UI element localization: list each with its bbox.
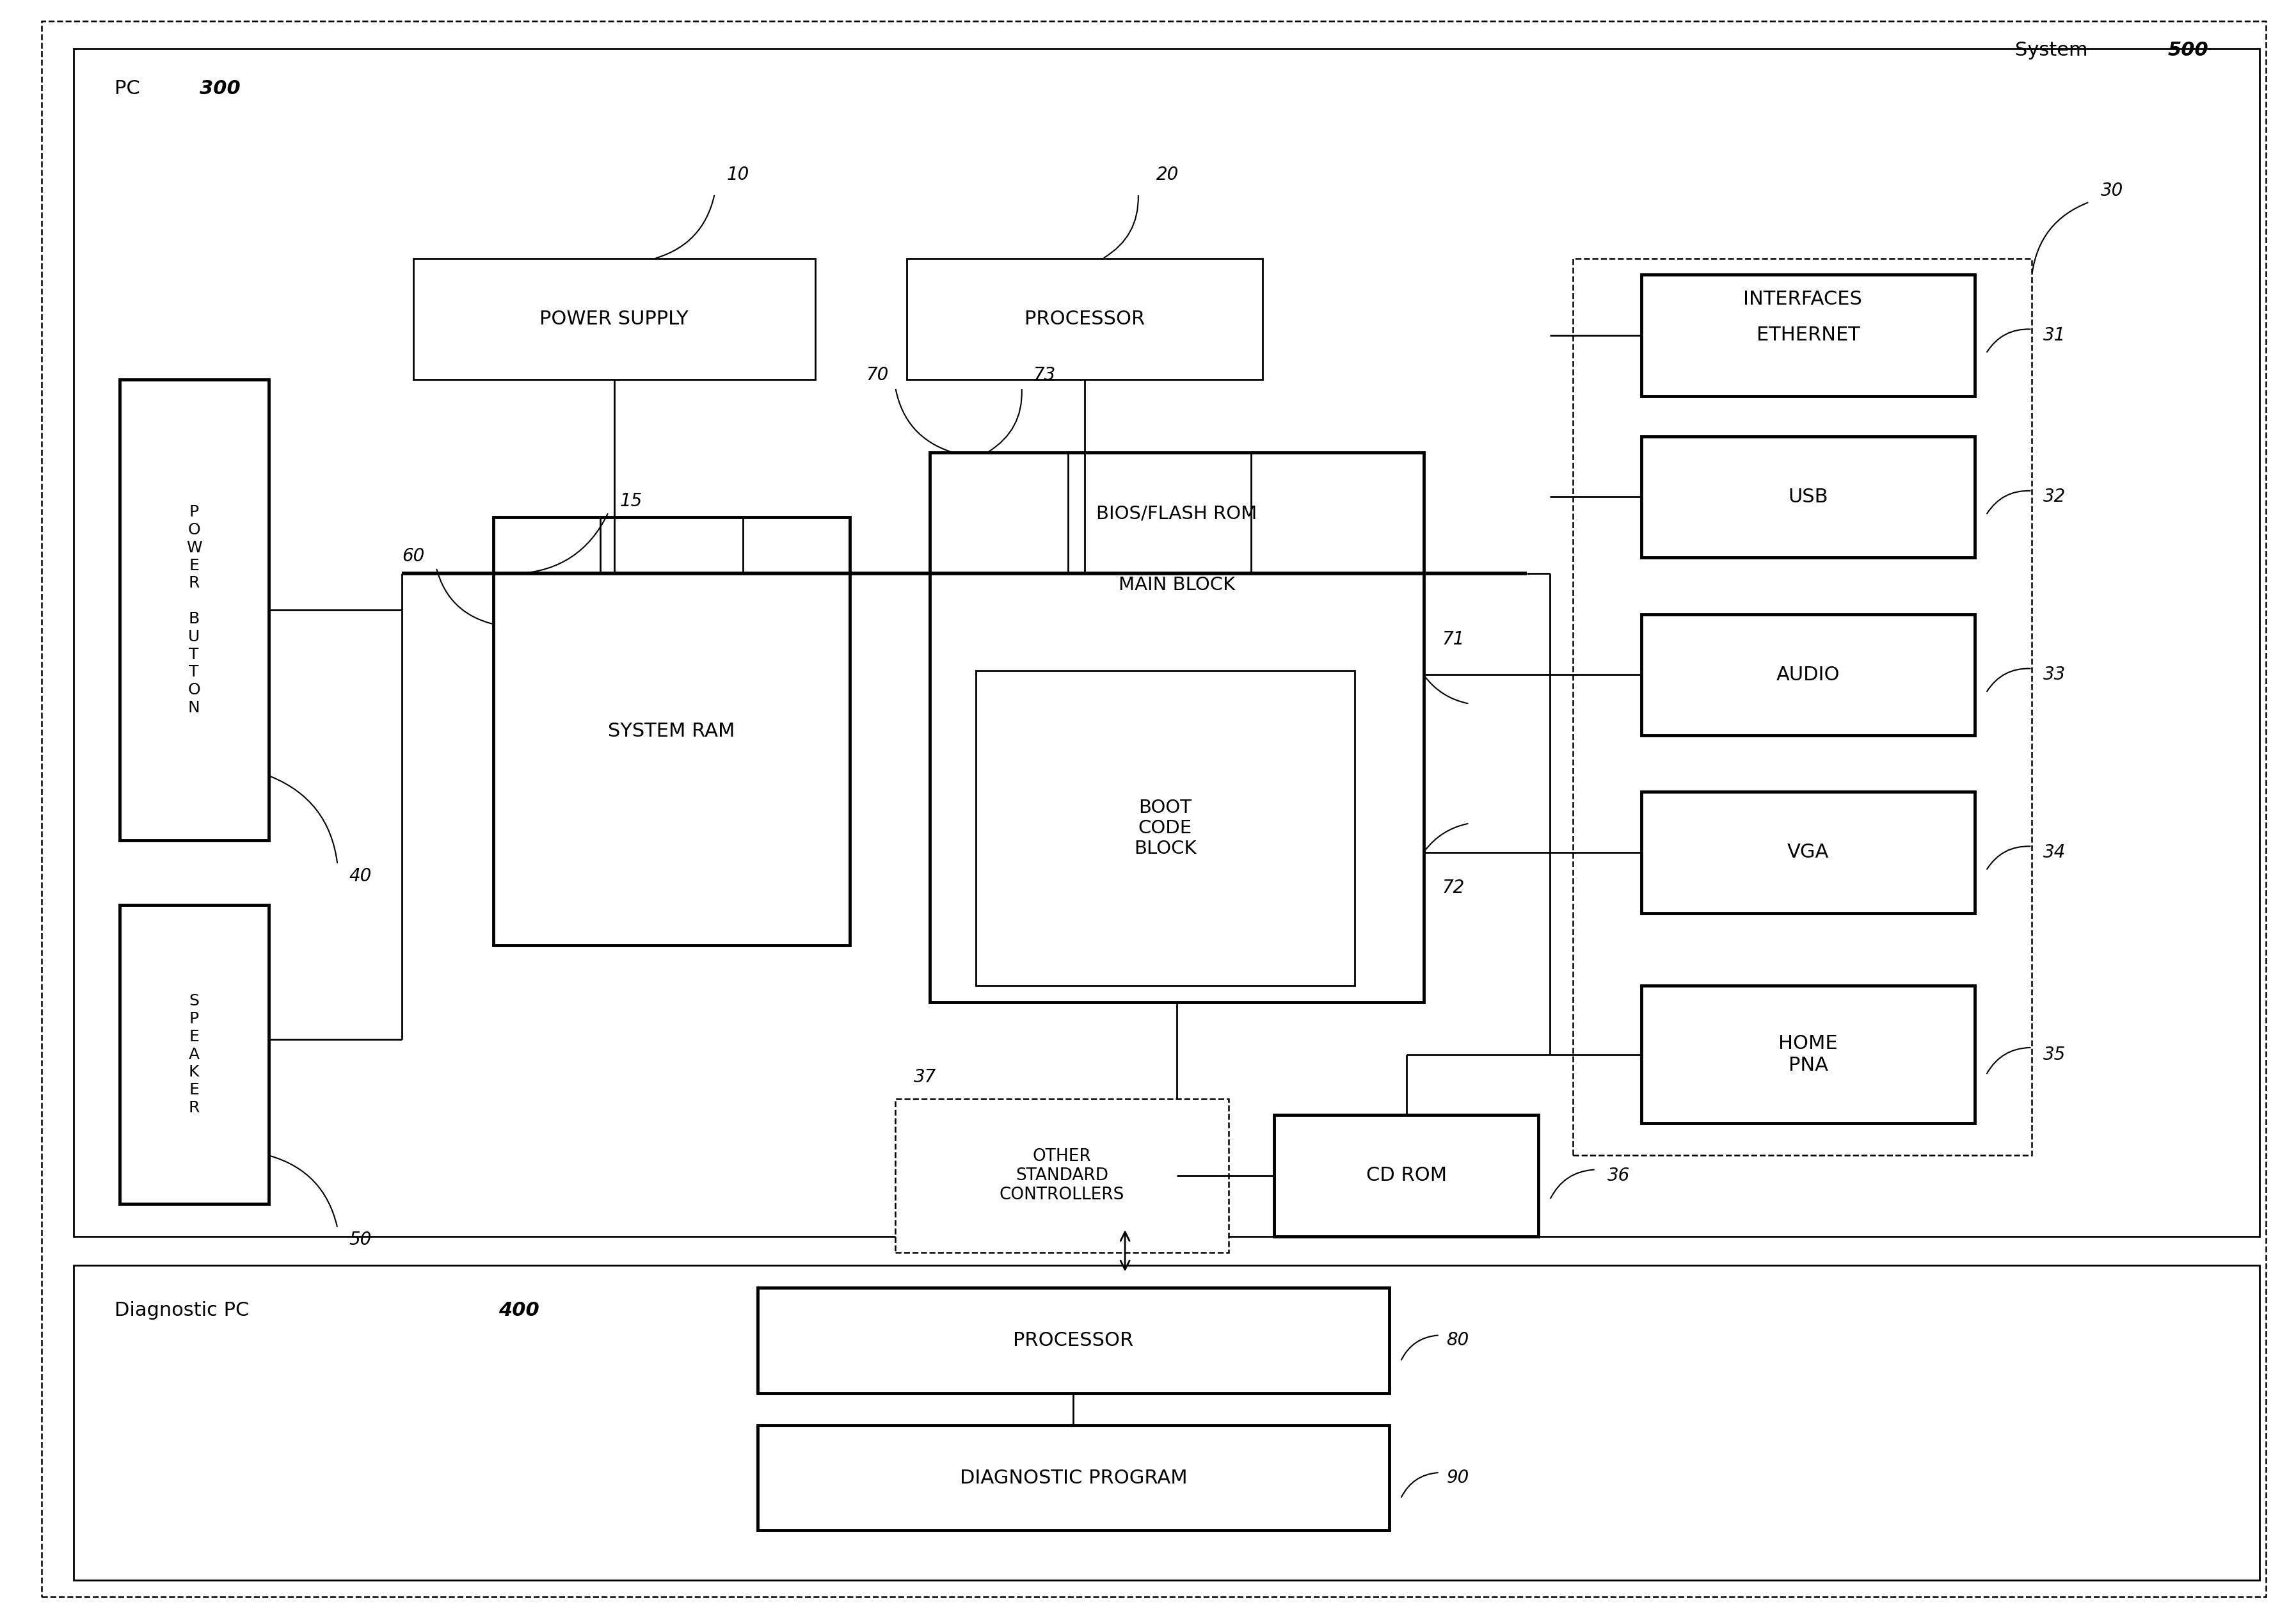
Text: BOOT
CODE
BLOCK: BOOT CODE BLOCK	[1134, 798, 1196, 858]
FancyBboxPatch shape	[1642, 986, 1975, 1123]
Text: VGA: VGA	[1786, 844, 1830, 861]
FancyBboxPatch shape	[758, 1288, 1389, 1393]
Text: 37: 37	[914, 1068, 937, 1086]
FancyBboxPatch shape	[119, 380, 269, 840]
Text: INTERFACES: INTERFACES	[1743, 289, 1862, 309]
Text: 60: 60	[402, 548, 425, 566]
Text: 71: 71	[1442, 630, 1465, 648]
FancyBboxPatch shape	[976, 671, 1355, 986]
FancyBboxPatch shape	[119, 905, 269, 1204]
Text: SYSTEM RAM: SYSTEM RAM	[608, 722, 735, 740]
FancyBboxPatch shape	[494, 517, 850, 945]
FancyBboxPatch shape	[41, 21, 2266, 1597]
FancyBboxPatch shape	[1642, 792, 1975, 913]
Text: POWER SUPPLY: POWER SUPPLY	[540, 310, 689, 328]
Text: 35: 35	[2043, 1046, 2066, 1063]
Text: P
O
W
E
R
 
B
U
T
T
O
N: P O W E R B U T T O N	[186, 504, 202, 716]
FancyBboxPatch shape	[907, 259, 1263, 380]
Text: 70: 70	[866, 365, 889, 385]
Text: 400: 400	[498, 1301, 540, 1320]
Text: BIOS/FLASH ROM: BIOS/FLASH ROM	[1095, 504, 1258, 524]
FancyBboxPatch shape	[895, 1099, 1228, 1252]
Text: PC: PC	[115, 79, 147, 99]
FancyBboxPatch shape	[1642, 436, 1975, 558]
Text: 31: 31	[2043, 326, 2066, 344]
Text: MAIN BLOCK: MAIN BLOCK	[1118, 575, 1235, 595]
Text: 15: 15	[620, 491, 643, 511]
FancyBboxPatch shape	[73, 1265, 2259, 1580]
Text: OTHER
STANDARD
CONTROLLERS: OTHER STANDARD CONTROLLERS	[999, 1147, 1125, 1204]
FancyBboxPatch shape	[1642, 614, 1975, 735]
Text: 32: 32	[2043, 488, 2066, 506]
Text: S
P
E
A
K
E
R: S P E A K E R	[188, 994, 200, 1115]
FancyBboxPatch shape	[1274, 1115, 1538, 1236]
Text: CD ROM: CD ROM	[1366, 1167, 1446, 1185]
FancyBboxPatch shape	[930, 452, 1424, 1002]
Text: 72: 72	[1442, 879, 1465, 897]
Text: 300: 300	[200, 79, 241, 99]
Text: Diagnostic PC: Diagnostic PC	[115, 1301, 262, 1320]
Text: DIAGNOSTIC PROGRAM: DIAGNOSTIC PROGRAM	[960, 1469, 1187, 1487]
Text: 20: 20	[1157, 165, 1178, 184]
Text: System: System	[2016, 40, 2094, 60]
Text: 40: 40	[349, 866, 372, 886]
Text: 10: 10	[726, 165, 748, 184]
Text: 34: 34	[2043, 844, 2066, 861]
Text: PROCESSOR: PROCESSOR	[1024, 310, 1146, 328]
Text: USB: USB	[1789, 488, 1828, 506]
Text: 36: 36	[1607, 1167, 1630, 1185]
Text: ETHERNET: ETHERNET	[1756, 326, 1860, 344]
FancyBboxPatch shape	[758, 1425, 1389, 1530]
Text: 50: 50	[349, 1230, 372, 1249]
FancyBboxPatch shape	[73, 48, 2259, 1236]
Text: HOME
PNA: HOME PNA	[1779, 1034, 1837, 1075]
Text: 80: 80	[1446, 1332, 1469, 1349]
Text: 33: 33	[2043, 666, 2066, 684]
FancyBboxPatch shape	[1642, 275, 1975, 396]
Text: 500: 500	[2167, 40, 2209, 60]
Text: 73: 73	[1033, 365, 1056, 385]
Text: 90: 90	[1446, 1469, 1469, 1487]
FancyBboxPatch shape	[1573, 259, 2032, 1155]
Text: 30: 30	[2101, 181, 2124, 200]
Text: PROCESSOR: PROCESSOR	[1013, 1332, 1134, 1349]
FancyBboxPatch shape	[413, 259, 815, 380]
Text: AUDIO: AUDIO	[1777, 666, 1839, 684]
